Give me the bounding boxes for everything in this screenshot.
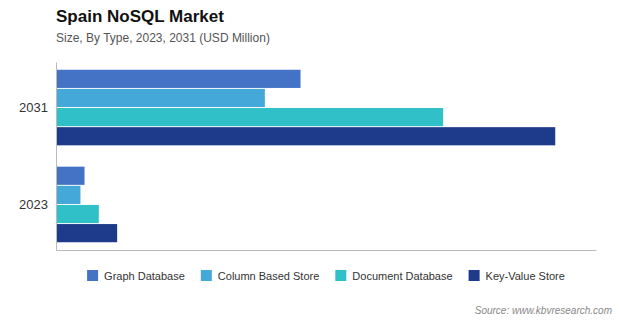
legend-item: Document Database — [335, 270, 452, 282]
bar-series — [56, 89, 265, 204]
bar — [56, 89, 265, 107]
bar — [56, 224, 117, 242]
x-axis-line — [57, 250, 597, 251]
bar — [56, 205, 99, 223]
plot: 2031 2023 — [19, 63, 596, 251]
bars — [56, 70, 555, 242]
legend-label: Graph Database — [104, 270, 185, 282]
bar-series — [56, 108, 443, 223]
legend-label: Document Database — [352, 270, 452, 282]
bar-series — [56, 127, 555, 242]
chart: Spain NoSQL Market Size, By Type, 2023, 2… — [0, 0, 620, 322]
bar — [56, 167, 85, 185]
y-tick-label: 2031 — [19, 100, 48, 115]
y-tick-label: 2023 — [19, 197, 48, 212]
legend-swatch — [469, 270, 480, 281]
y-tick: 2023 — [19, 197, 48, 212]
legend-item: Column Based Store — [201, 270, 320, 282]
x-axis — [57, 250, 597, 251]
y-axis: 2031 2023 — [19, 63, 56, 251]
bar — [56, 70, 301, 88]
legend-swatch — [201, 270, 212, 281]
bar — [56, 186, 80, 204]
y-tick: 2031 — [19, 100, 48, 115]
subtitle: Size, By Type, 2023, 2031 (USD Million) — [56, 31, 270, 45]
legend-label: Key-Value Store — [486, 270, 565, 282]
y-axis-line — [56, 63, 57, 251]
legend-swatch — [335, 270, 346, 281]
annotation: Source: www.kbvresearch.com — [475, 305, 612, 316]
legend-swatch — [87, 270, 98, 281]
bar — [56, 127, 555, 145]
title: Spain NoSQL Market — [56, 7, 224, 26]
legend-item: Graph Database — [87, 270, 185, 282]
legend-item: Key-Value Store — [469, 270, 565, 282]
bar — [56, 108, 443, 126]
legend-label: Column Based Store — [218, 270, 320, 282]
legend: Graph Database Column Based Store Document… — [87, 270, 565, 282]
